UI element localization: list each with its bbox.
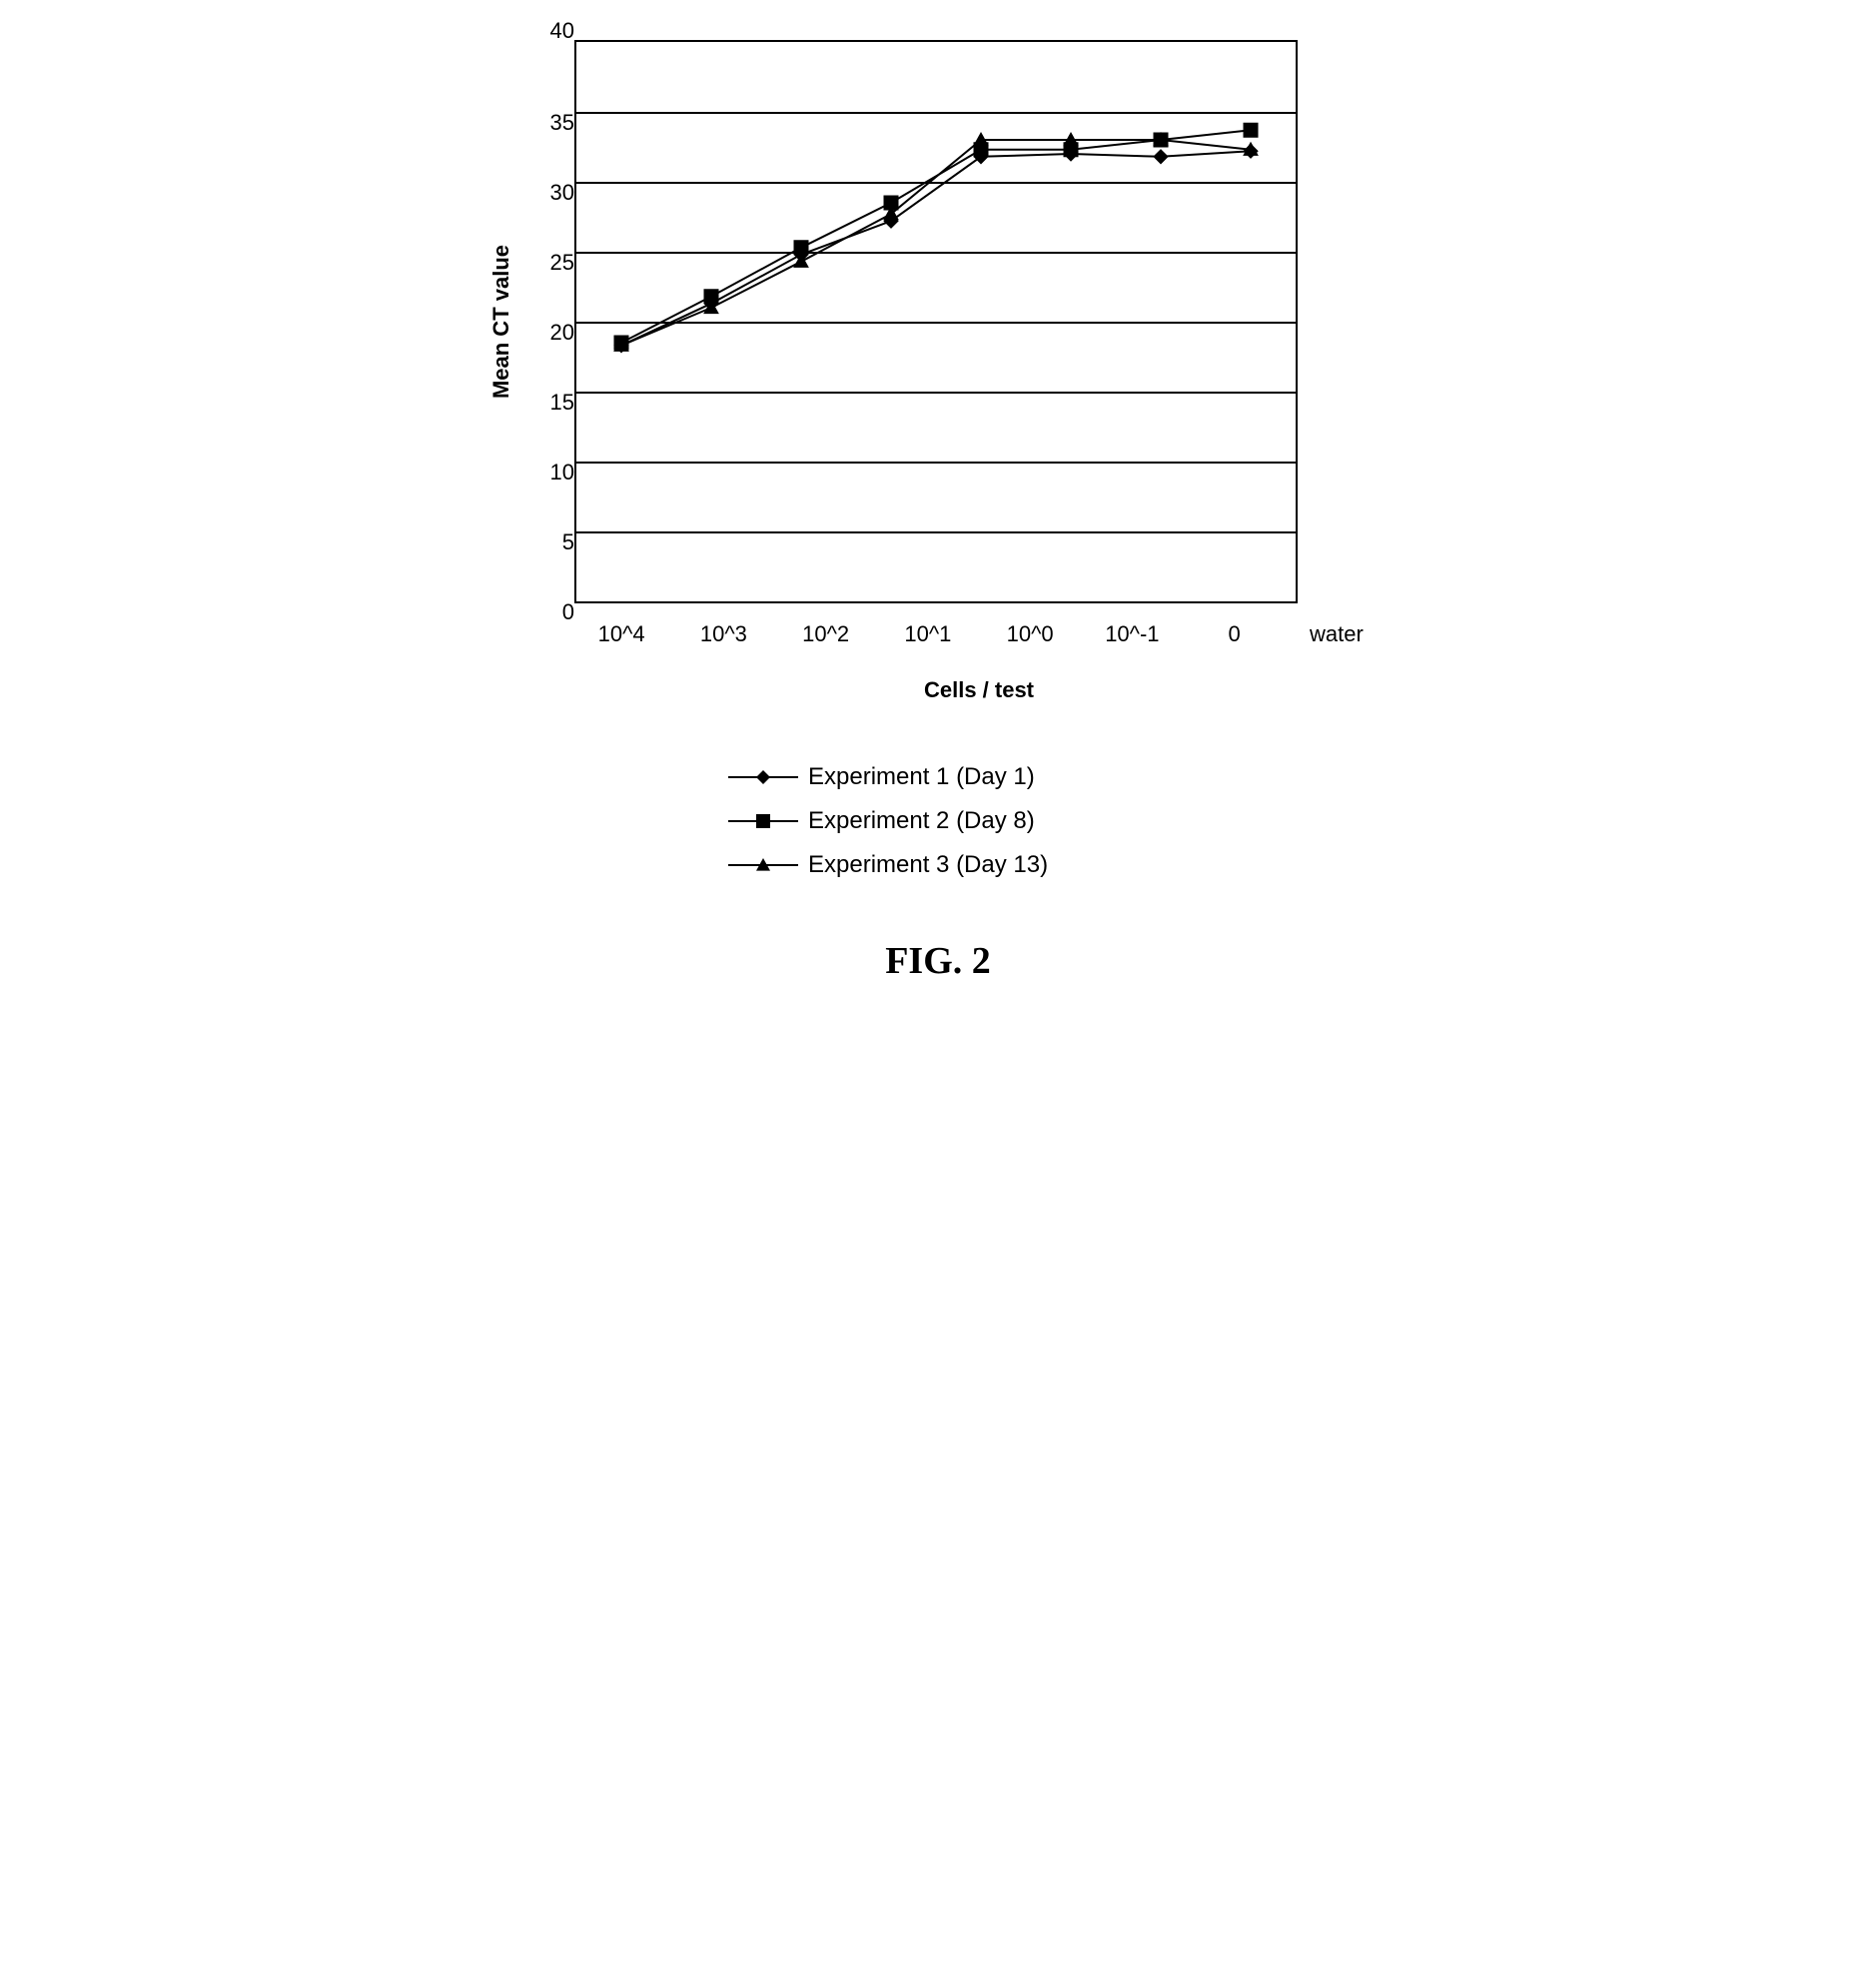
series-marker: [1244, 123, 1258, 137]
y-axis-gutter: Mean CT value 4035302520151050: [488, 42, 574, 601]
x-tick-label: 10^1: [877, 621, 979, 647]
plot-wrapper: Mean CT value 4035302520151050: [488, 40, 1388, 603]
figure-caption: FIG. 2: [488, 939, 1388, 983]
y-axis-ticks: 4035302520151050: [522, 42, 574, 601]
x-tick-label: 10^2: [775, 621, 877, 647]
legend-swatch: [728, 768, 798, 786]
chart-container: Mean CT value 4035302520151050 10^410^31…: [488, 40, 1388, 983]
x-axis-label: Cells / test: [570, 677, 1388, 703]
legend: Experiment 1 (Day 1) Experiment 2 (Day 8)…: [728, 763, 1388, 879]
x-tick-label: 10^4: [570, 621, 672, 647]
legend-item: Experiment 3 (Day 13): [728, 851, 1048, 879]
plot-box: [574, 40, 1298, 603]
chart-area: Mean CT value 4035302520151050 10^410^31…: [488, 40, 1388, 703]
legend-swatch: [728, 812, 798, 830]
y-axis-label: Mean CT value: [488, 245, 514, 399]
legend-label: Experiment 3 (Day 13): [808, 851, 1048, 879]
legend-label: Experiment 2 (Day 8): [808, 807, 1035, 835]
series-line: [621, 151, 1251, 346]
y-tick-label: 10: [550, 462, 574, 484]
legend-item: Experiment 2 (Day 8): [728, 807, 1035, 835]
y-tick-label: 15: [550, 392, 574, 414]
x-tick-label: 10^-1: [1081, 621, 1183, 647]
x-tick-label: water: [1286, 621, 1388, 647]
x-tick-label: 0: [1184, 621, 1286, 647]
y-tick-label: 5: [562, 531, 574, 553]
y-tick-label: 0: [562, 601, 574, 623]
legend-item: Experiment 1 (Day 1): [728, 763, 1035, 791]
chart-svg: [576, 42, 1296, 601]
x-tick-label: 10^0: [979, 621, 1081, 647]
y-tick-label: 25: [550, 252, 574, 274]
legend-label: Experiment 1 (Day 1): [808, 763, 1035, 791]
legend-swatch: [728, 856, 798, 874]
series-line: [621, 140, 1251, 346]
y-tick-label: 20: [550, 322, 574, 344]
y-tick-label: 35: [550, 112, 574, 134]
x-axis-section: 10^410^310^210^110^010^-10water Cells / …: [488, 603, 1388, 703]
y-tick-label: 30: [550, 182, 574, 204]
series-marker: [1154, 150, 1168, 164]
series-marker: [794, 241, 808, 255]
x-axis-ticks: 10^410^310^210^110^010^-10water: [570, 621, 1388, 647]
x-tick-label: 10^3: [672, 621, 774, 647]
y-tick-label: 40: [550, 20, 574, 42]
